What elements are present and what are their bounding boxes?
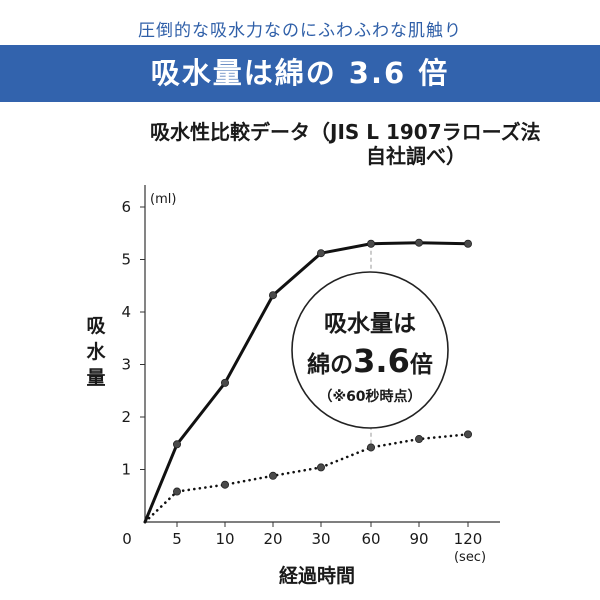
callout-line1: 吸水量は: [324, 311, 416, 337]
y-tick-label: 4: [121, 303, 131, 321]
y-axis-label: 水: [86, 341, 106, 363]
callout-line2: 綿の3.6倍: [307, 342, 433, 380]
dotted-series-point: [172, 487, 181, 496]
y-unit-label: (ml): [150, 192, 176, 207]
x-tick-label: 90: [409, 530, 428, 548]
series-line-dotted: [143, 433, 470, 524]
title-banner: 吸水量は綿の 3.6 倍: [0, 45, 600, 102]
callout-circle: [291, 271, 449, 429]
solid-series-point: [414, 238, 423, 247]
x-tick-label: 60: [361, 530, 380, 548]
solid-series-point: [463, 239, 472, 248]
x-tick-label: 30: [311, 530, 330, 548]
x-tick-label: 120: [454, 530, 483, 548]
solid-series-point: [268, 291, 277, 300]
series-line-solid: [143, 241, 470, 524]
x-axis-label: 経過時間: [279, 564, 355, 587]
dotted-series-point: [366, 443, 375, 452]
y-tick-label: 5: [121, 251, 131, 269]
solid-series-point: [316, 249, 325, 258]
tagline: 圧倒的な吸水力なのにふわふわな肌触り: [138, 21, 462, 41]
y-axis-label: 量: [86, 367, 105, 389]
x-unit-label: (sec): [454, 550, 486, 565]
banner-title: 吸水量は綿の 3.6 倍: [150, 56, 450, 90]
callout-note: （※60秒時点）: [318, 388, 421, 405]
chart-title: 吸水性比較データ（JIS L 1907ラローズ法 自社調べ）: [150, 120, 590, 168]
y-tick-label: 2: [121, 408, 131, 426]
y-tick-label: 3: [121, 356, 131, 374]
chart-title-line2: 自社調べ）: [366, 144, 466, 168]
x-tick-label: 5: [172, 530, 182, 548]
dotted-series-point: [220, 480, 229, 489]
dotted-series-point: [316, 463, 325, 472]
y-tick-label: 1: [121, 461, 131, 479]
dotted-series-point: [268, 471, 277, 480]
chart-title-line1: 吸水性比較データ（JIS L 1907ラローズ法: [150, 120, 541, 144]
y-tick-label: 6: [121, 198, 131, 216]
x-tick-label: 10: [215, 530, 234, 548]
x-tick-label: 20: [263, 530, 282, 548]
solid-series-point: [172, 440, 181, 449]
dotted-series-point: [414, 435, 423, 444]
solid-series-point: [220, 378, 229, 387]
dotted-series-point: [463, 430, 472, 439]
solid-series-point: [366, 239, 375, 248]
y-axis-label: 吸: [86, 315, 106, 337]
x-tick-label: 0: [122, 530, 132, 548]
